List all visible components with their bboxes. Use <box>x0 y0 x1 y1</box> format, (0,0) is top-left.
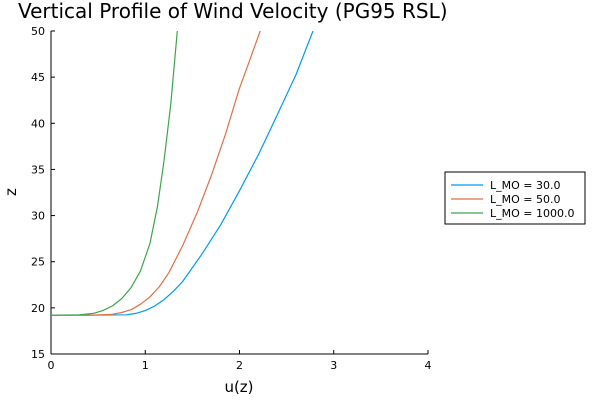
x-tick-label: 1 <box>142 359 149 372</box>
chart-title: Vertical Profile of Wind Velocity (PG95 … <box>18 0 448 23</box>
tick-labels: 0 1 2 3 4 15 20 25 30 35 40 45 50 <box>31 25 432 372</box>
legend-label-2: L_MO = 50.0 <box>490 193 560 206</box>
y-tick-label: 15 <box>31 348 45 361</box>
legend-box <box>444 171 586 225</box>
x-tick-label: 0 <box>48 359 55 372</box>
x-axis-label: u(z) <box>224 378 253 396</box>
y-tick-label: 35 <box>31 163 45 176</box>
y-tick-label: 40 <box>31 117 45 130</box>
y-tick-label: 25 <box>31 256 45 269</box>
y-tick-label: 20 <box>31 302 45 315</box>
legend: L_MO = 30.0L_MO = 50.0L_MO = 1000.0 <box>444 171 586 225</box>
y-tick-label: 45 <box>31 71 45 84</box>
legend-label-3: L_MO = 1000.0 <box>490 207 574 220</box>
series-line-1 <box>51 30 314 316</box>
plot-area <box>50 31 428 355</box>
series-lines <box>50 30 314 316</box>
y-axis-label: z <box>2 188 20 196</box>
y-tick-label: 50 <box>31 25 45 38</box>
x-tick-label: 2 <box>236 359 243 372</box>
y-tick-label: 30 <box>31 210 45 223</box>
x-tick-label: 3 <box>330 359 337 372</box>
series-line-2 <box>51 30 261 316</box>
x-tick-label: 4 <box>425 359 432 372</box>
series-line-3 <box>50 30 178 316</box>
legend-label-1: L_MO = 30.0 <box>490 179 560 192</box>
